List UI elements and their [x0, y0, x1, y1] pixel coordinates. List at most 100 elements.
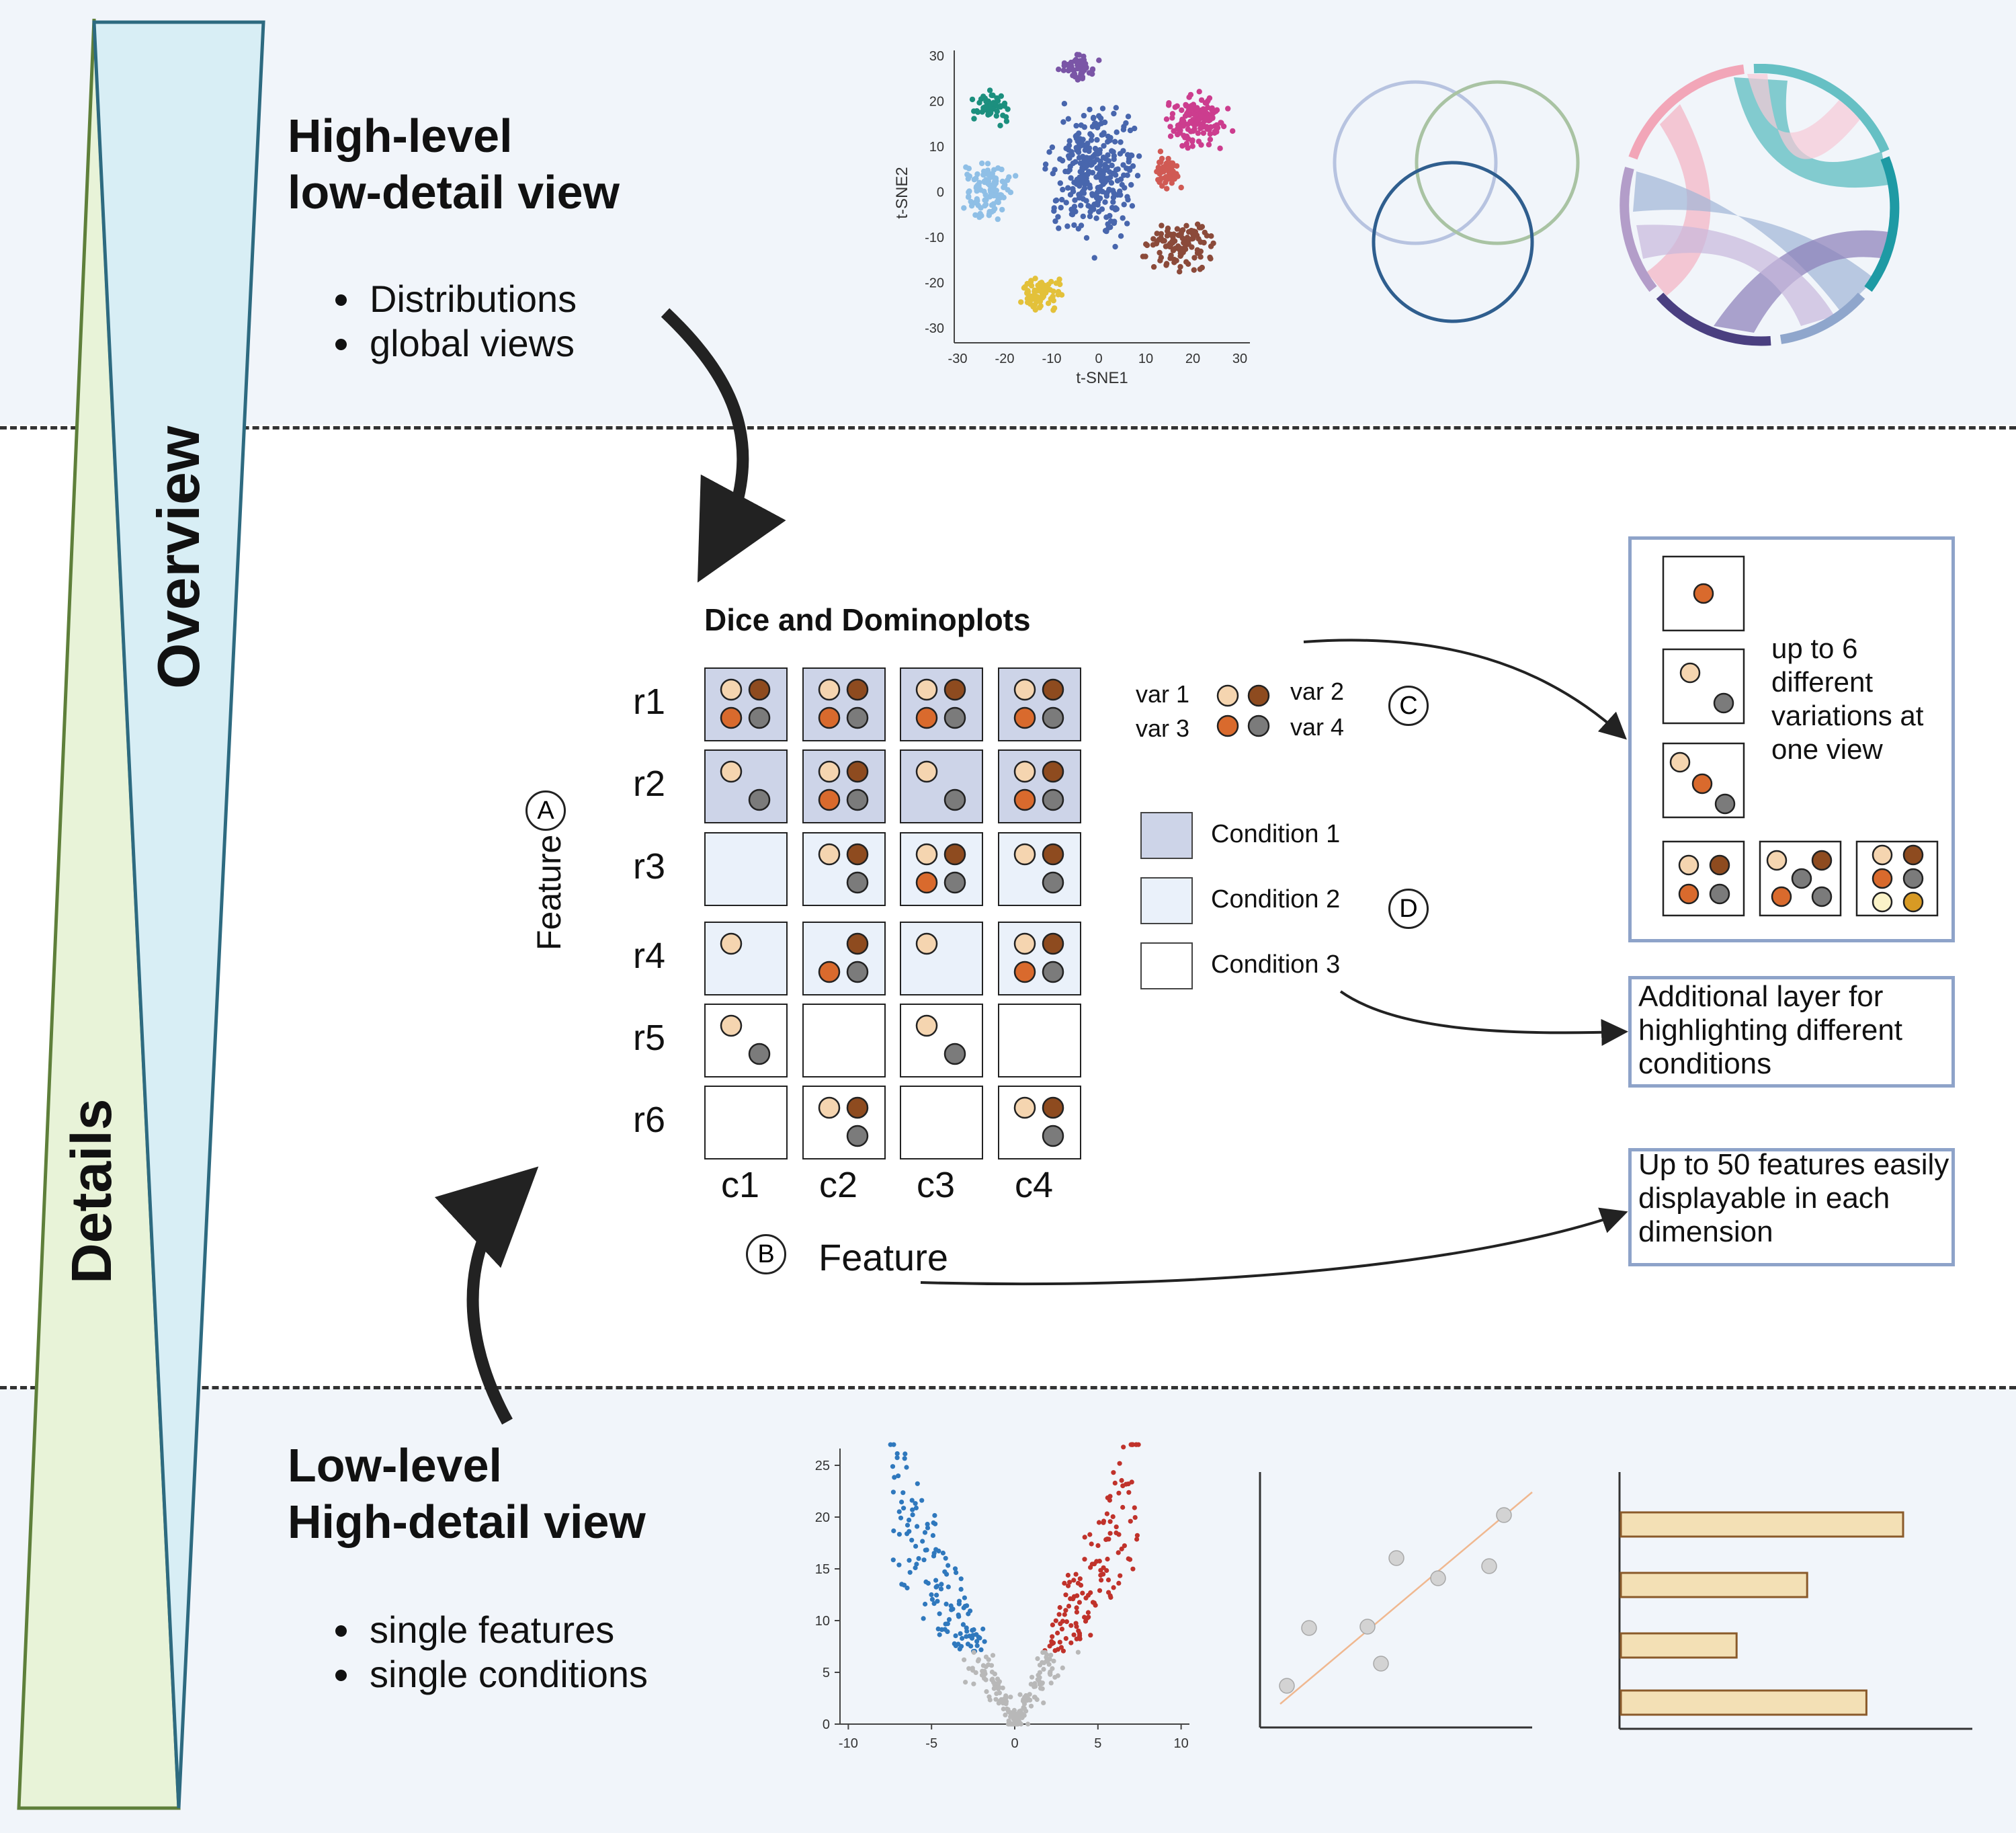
- volcano-point: [1120, 1504, 1126, 1510]
- tsne-point: [1091, 255, 1097, 261]
- variation-box: [1662, 648, 1745, 725]
- volcano-point: [913, 1543, 919, 1549]
- tsne-point: [1078, 222, 1085, 229]
- tsne-point: [1079, 179, 1085, 186]
- condition-2-label: Condition 2: [1211, 885, 1341, 913]
- chord-arc: [1864, 156, 1900, 292]
- chord-ribbon: [1734, 77, 1888, 188]
- tsne-point: [1081, 112, 1087, 119]
- tsne-point: [1096, 113, 1102, 119]
- volcano-point: [910, 1512, 915, 1518]
- tsne-point: [980, 93, 986, 99]
- marker-a: A: [526, 790, 566, 831]
- var-dot: [943, 678, 966, 701]
- tsne-point: [1173, 163, 1180, 169]
- tsne-point: [980, 172, 986, 178]
- tsne-point: [1125, 196, 1131, 203]
- tsne-point: [1075, 65, 1081, 72]
- volcano-point: [1068, 1640, 1074, 1645]
- var-dot: [846, 706, 869, 729]
- var-dot: [720, 760, 743, 783]
- tsne-point: [1090, 115, 1097, 122]
- tsne-point: [1172, 104, 1178, 110]
- volcano-point: [1099, 1578, 1104, 1583]
- volcano-point: [1110, 1514, 1116, 1519]
- volcano-point: [923, 1579, 929, 1584]
- tsne-point: [1183, 259, 1189, 265]
- chord-diagram: [1620, 64, 1900, 346]
- volcano-point: [1073, 1572, 1079, 1577]
- tsne-y-tick: 30: [929, 49, 944, 64]
- volcano-point: [1056, 1612, 1062, 1617]
- var-dot: [748, 788, 771, 811]
- chord-ribbon: [1747, 74, 1861, 159]
- tsne-point: [1072, 197, 1078, 203]
- volcano-point: [937, 1611, 942, 1617]
- volcano-point: [1076, 1628, 1081, 1633]
- volcano-point: [1077, 1633, 1083, 1638]
- volcano-point: [1132, 1515, 1138, 1520]
- tsne-point: [982, 197, 988, 203]
- bottom-bullet: single conditions: [363, 1652, 648, 1697]
- tsne-point: [1107, 134, 1114, 141]
- volcano-point: [964, 1603, 970, 1608]
- tsne-point: [1157, 171, 1163, 177]
- volcano-point: [1091, 1600, 1097, 1606]
- regression-point: [1301, 1620, 1317, 1636]
- volcano-point: [1107, 1498, 1112, 1503]
- var4-label: var 4: [1290, 713, 1345, 741]
- volcano-point: [890, 1464, 896, 1469]
- volcano-point: [1019, 1715, 1025, 1721]
- volcano-point: [916, 1556, 921, 1561]
- var-dot: [1013, 843, 1036, 866]
- var-dot: [846, 871, 869, 894]
- dice-cell-dots: [915, 843, 966, 894]
- tsne-y-tick: 0: [937, 186, 944, 200]
- features-line: Up to 50 features easily: [1638, 1148, 1949, 1181]
- volcano-point: [1068, 1623, 1074, 1628]
- dice-cell: [802, 749, 886, 823]
- tsne-point: [1096, 57, 1102, 63]
- dice-cell: [900, 749, 983, 823]
- volcano-point: [974, 1643, 980, 1648]
- tsne-point: [1027, 301, 1034, 307]
- var-legend-dot: [1216, 684, 1239, 707]
- var-dot: [748, 678, 771, 701]
- row-label: r2: [633, 764, 666, 804]
- tsne-point: [1049, 144, 1056, 151]
- feature-axis-a: Feature: [530, 834, 568, 950]
- variation-dot: [1872, 868, 1893, 889]
- volcano-point: [942, 1627, 948, 1632]
- tsne-point: [989, 173, 995, 179]
- volcano-point: [943, 1555, 948, 1561]
- var-dot: [846, 932, 869, 955]
- top-heading-line1: High-level: [288, 110, 513, 162]
- volcano-point: [935, 1598, 940, 1604]
- volcano-point: [977, 1635, 982, 1641]
- volcano-point: [980, 1626, 986, 1632]
- tsne-point: [1018, 299, 1024, 305]
- volcano-point: [1089, 1541, 1094, 1547]
- tsne-point: [1182, 134, 1188, 140]
- volcano-point: [974, 1639, 980, 1644]
- volcano-point: [1134, 1537, 1140, 1542]
- tsne-point: [1001, 100, 1008, 106]
- volcano-point: [929, 1592, 934, 1598]
- variation-dot: [1902, 868, 1924, 889]
- tsne-point: [1158, 175, 1165, 181]
- tsne-point: [1103, 156, 1109, 162]
- volcano-point: [1074, 1609, 1079, 1615]
- var-dot: [1042, 1096, 1064, 1119]
- volcano-point: [1108, 1594, 1114, 1600]
- variation-dot: [1902, 891, 1924, 913]
- dice-cell-dots: [704, 1086, 788, 1159]
- volcano-point: [1107, 1519, 1113, 1524]
- tsne-point: [1101, 130, 1107, 136]
- volcano-point: [1058, 1621, 1063, 1627]
- volcano-point: [1091, 1561, 1097, 1567]
- tsne-point: [1101, 119, 1108, 126]
- volcano-point: [950, 1606, 956, 1612]
- tsne-x-tick: -30: [948, 352, 968, 366]
- tsne-point: [1097, 167, 1103, 173]
- tsne-point: [1202, 229, 1208, 236]
